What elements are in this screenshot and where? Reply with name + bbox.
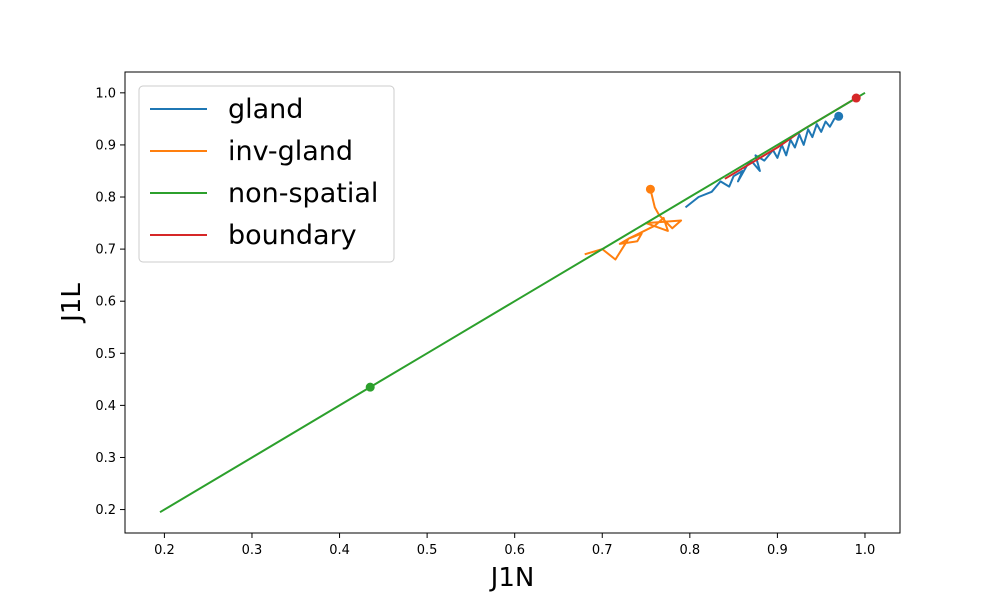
- x-tick-label: 0.3: [242, 543, 263, 558]
- legend-box: [138, 85, 395, 263]
- series-line-inv-gland: [584, 188, 683, 261]
- legend-label-non-spatial: non-spatial: [228, 178, 378, 209]
- x-tick-label: 1.0: [855, 543, 876, 558]
- x-tick-label: 0.4: [329, 543, 350, 558]
- y-tick-label: 0.4: [95, 399, 116, 414]
- x-tick-label: 0.8: [679, 543, 700, 558]
- y-tick-label: 0.3: [95, 451, 116, 466]
- legend-label-inv-gland: inv-gland: [228, 136, 353, 167]
- legend: gland inv-gland non-spatial boundary: [138, 85, 395, 263]
- y-tick-label: 0.8: [95, 191, 116, 206]
- x-tick-label: 0.6: [504, 543, 525, 558]
- series-marker-non-spatial: [365, 382, 375, 392]
- plot-frame: [124, 71, 901, 534]
- series-line-gland: [684, 115, 840, 209]
- x-tick-label: 0.9: [767, 543, 788, 558]
- series-line-non-spatial: [159, 175, 726, 514]
- series-marker-boundary: [851, 93, 861, 103]
- legend-label-gland: gland: [228, 94, 303, 125]
- x-axis: 0.2 0.3 0.4 0.5 0.6 0.7 0.8 0.9 1.0: [154, 533, 875, 558]
- x-axis-label: J1N: [489, 563, 535, 593]
- y-tick-label: 0.2: [95, 503, 116, 518]
- y-tick-label: 0.9: [95, 138, 116, 153]
- legend-label-boundary: boundary: [228, 220, 357, 251]
- y-axis: 0.2 0.3 0.4 0.5 0.6 0.7 0.8 0.9 1.0: [95, 86, 125, 518]
- x-tick-label: 0.2: [154, 543, 175, 558]
- series-marker-gland: [834, 111, 844, 121]
- y-tick-label: 0.5: [95, 347, 116, 362]
- plot-area: [124, 71, 901, 534]
- y-tick-label: 0.7: [95, 243, 116, 258]
- x-tick-label: 0.5: [417, 543, 438, 558]
- y-tick-label: 0.6: [95, 295, 116, 310]
- y-axis-label: J1L: [57, 283, 87, 324]
- series-extra-segment-0: [724, 91, 866, 178]
- y-tick-label: 1.0: [95, 86, 116, 101]
- series-marker-inv-gland: [645, 184, 655, 194]
- x-tick-label: 0.7: [592, 543, 613, 558]
